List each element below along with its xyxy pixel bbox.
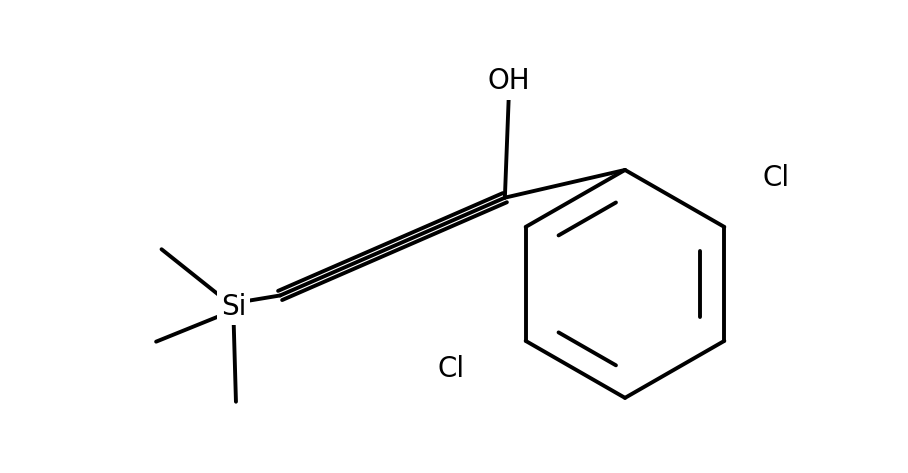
Text: Cl: Cl <box>437 355 464 383</box>
Text: OH: OH <box>488 67 530 96</box>
Text: Cl: Cl <box>763 165 790 193</box>
Text: Si: Si <box>221 293 246 321</box>
